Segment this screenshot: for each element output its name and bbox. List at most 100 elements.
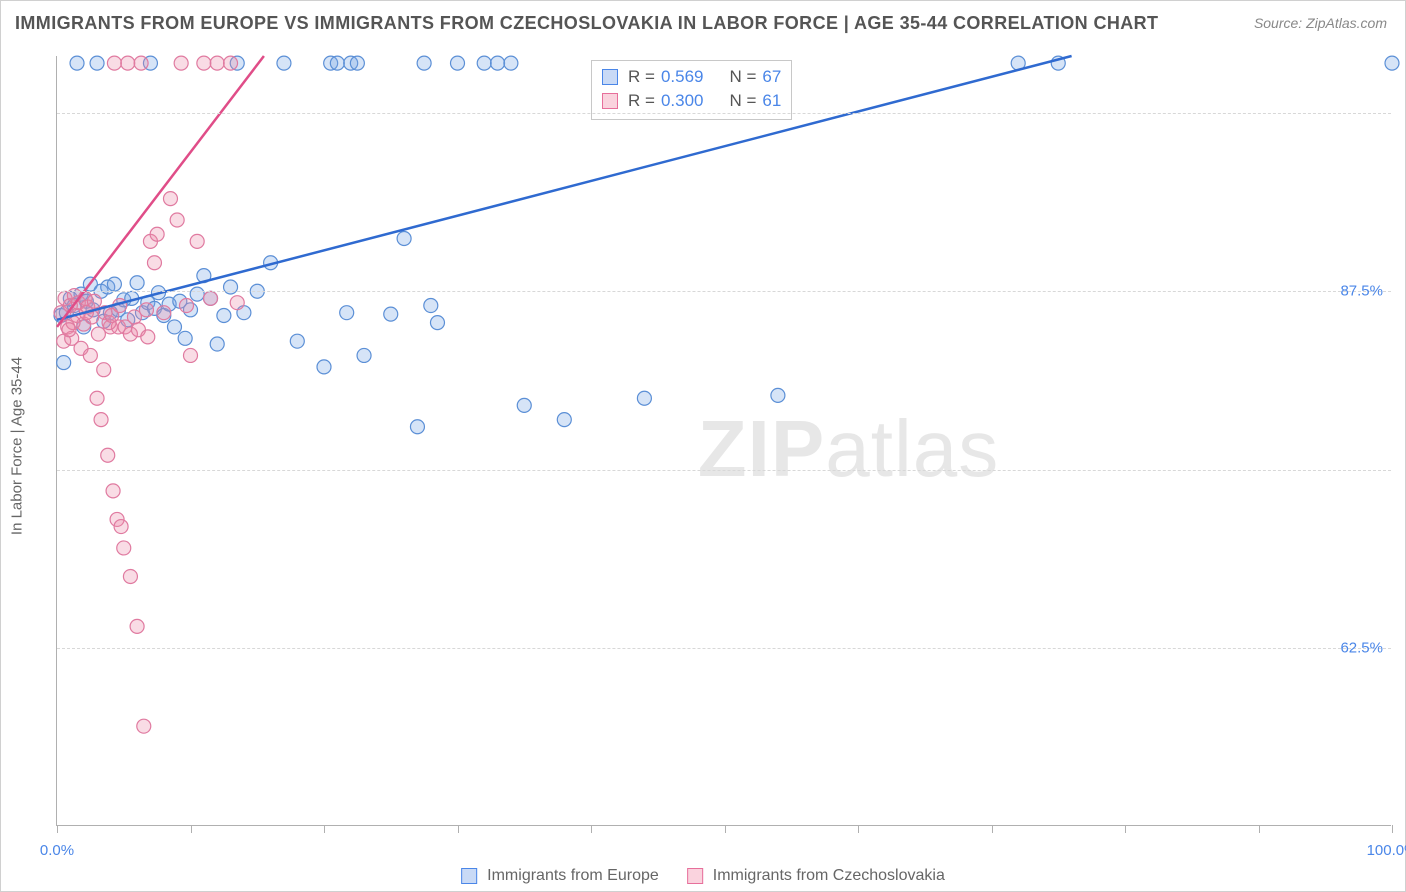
data-point <box>157 306 171 320</box>
data-point <box>430 316 444 330</box>
x-tick <box>57 825 58 833</box>
data-point <box>130 619 144 633</box>
data-point <box>417 56 431 70</box>
data-point <box>557 413 571 427</box>
data-point <box>106 484 120 498</box>
data-point <box>90 56 104 70</box>
data-point <box>1385 56 1399 70</box>
gridline <box>57 648 1391 649</box>
data-point <box>184 348 198 362</box>
data-point <box>123 569 137 583</box>
chart-container: IMMIGRANTS FROM EUROPE VS IMMIGRANTS FRO… <box>0 0 1406 892</box>
data-point <box>121 56 135 70</box>
data-point <box>163 192 177 206</box>
legend-swatch <box>687 868 703 884</box>
data-point <box>504 56 518 70</box>
data-point <box>137 719 151 733</box>
y-tick-label: 87.5% <box>1340 283 1383 300</box>
data-point <box>330 56 344 70</box>
stat-r-label: R = <box>628 89 655 113</box>
x-tick <box>858 825 859 833</box>
data-point <box>210 337 224 351</box>
legend-label: Immigrants from Europe <box>487 867 659 885</box>
x-tick <box>591 825 592 833</box>
data-point <box>290 334 304 348</box>
data-point <box>114 520 128 534</box>
stat-n-value: 61 <box>762 89 781 113</box>
stat-n-value: 67 <box>762 65 781 89</box>
data-point <box>230 296 244 310</box>
data-point <box>170 213 184 227</box>
data-point <box>62 323 76 337</box>
x-tick <box>725 825 726 833</box>
data-point <box>97 363 111 377</box>
data-point <box>397 232 411 246</box>
data-point <box>107 56 121 70</box>
data-point <box>340 306 354 320</box>
legend-item: Immigrants from Czechoslovakia <box>687 867 945 885</box>
legend-swatch <box>602 93 618 109</box>
x-tick <box>1392 825 1393 833</box>
data-point <box>517 398 531 412</box>
data-point <box>210 56 224 70</box>
data-point <box>317 360 331 374</box>
data-point <box>130 276 144 290</box>
data-point <box>147 256 161 270</box>
data-point <box>637 391 651 405</box>
data-point <box>134 56 148 70</box>
stat-n-label: N = <box>729 65 756 89</box>
x-tick <box>458 825 459 833</box>
x-tick <box>191 825 192 833</box>
data-point <box>70 56 84 70</box>
x-tick-label: 100.0% <box>1367 842 1406 859</box>
y-tick-label: 62.5% <box>1340 639 1383 656</box>
stats-row: R = 0.569 N = 67 <box>602 65 781 89</box>
data-point <box>491 56 505 70</box>
legend-swatch <box>461 868 477 884</box>
data-point <box>350 56 364 70</box>
source-attribution: Source: ZipAtlas.com <box>1254 15 1387 31</box>
data-point <box>107 277 121 291</box>
stat-r-label: R = <box>628 65 655 89</box>
data-point <box>83 348 97 362</box>
data-point <box>174 56 188 70</box>
data-point <box>139 303 153 317</box>
x-tick <box>1259 825 1260 833</box>
data-point <box>150 227 164 241</box>
data-point <box>117 541 131 555</box>
data-point <box>224 56 238 70</box>
data-point <box>357 348 371 362</box>
data-point <box>477 56 491 70</box>
data-point <box>141 330 155 344</box>
data-point <box>167 320 181 334</box>
data-point <box>451 56 465 70</box>
data-point <box>204 291 218 305</box>
data-point <box>410 420 424 434</box>
data-point <box>179 299 193 313</box>
x-tick <box>324 825 325 833</box>
gridline <box>57 470 1391 471</box>
data-point <box>57 356 71 370</box>
trend-line <box>57 56 1072 320</box>
data-point <box>771 388 785 402</box>
data-point <box>424 299 438 313</box>
scatter-svg <box>57 56 1391 825</box>
data-point <box>101 448 115 462</box>
data-point <box>94 413 108 427</box>
legend-label: Immigrants from Czechoslovakia <box>713 867 945 885</box>
x-tick <box>1125 825 1126 833</box>
x-tick <box>992 825 993 833</box>
y-axis-title: In Labor Force | Age 35-44 <box>9 357 26 535</box>
legend-bottom: Immigrants from Europe Immigrants from Cz… <box>461 867 945 885</box>
stat-n-label: N = <box>729 89 756 113</box>
data-point <box>190 234 204 248</box>
data-point <box>277 56 291 70</box>
data-point <box>197 56 211 70</box>
stat-r-value: 0.569 <box>661 65 704 89</box>
data-point <box>384 307 398 321</box>
legend-swatch <box>602 69 618 85</box>
data-point <box>190 287 204 301</box>
plot-area: ZIPatlas R = 0.569N = 67R = 0.300N = 61 … <box>56 56 1391 826</box>
data-point <box>90 391 104 405</box>
chart-title: IMMIGRANTS FROM EUROPE VS IMMIGRANTS FRO… <box>15 13 1158 34</box>
